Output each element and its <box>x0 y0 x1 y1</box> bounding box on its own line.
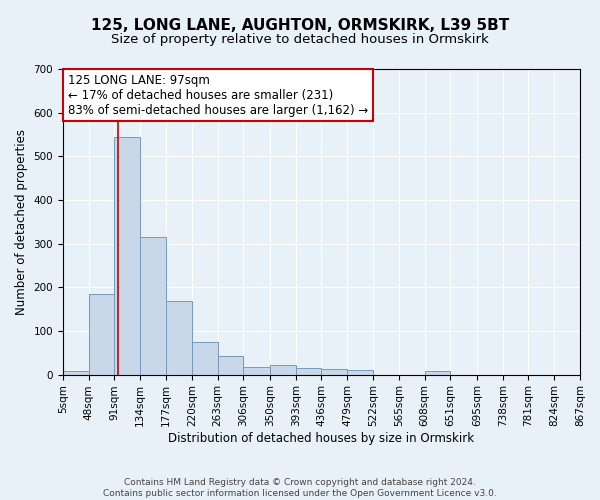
Bar <box>296 368 322 374</box>
Bar <box>63 371 89 374</box>
Bar <box>322 370 347 374</box>
Text: 125, LONG LANE, AUGHTON, ORMSKIRK, L39 5BT: 125, LONG LANE, AUGHTON, ORMSKIRK, L39 5… <box>91 18 509 32</box>
Bar <box>89 294 115 374</box>
X-axis label: Distribution of detached houses by size in Ormskirk: Distribution of detached houses by size … <box>169 432 475 445</box>
Bar <box>115 136 140 374</box>
Y-axis label: Number of detached properties: Number of detached properties <box>15 129 28 315</box>
Bar <box>270 365 296 374</box>
Text: 125 LONG LANE: 97sqm
← 17% of detached houses are smaller (231)
83% of semi-deta: 125 LONG LANE: 97sqm ← 17% of detached h… <box>68 74 368 116</box>
Bar <box>425 371 451 374</box>
Bar <box>347 370 373 374</box>
Bar <box>192 342 218 374</box>
Text: Contains HM Land Registry data © Crown copyright and database right 2024.
Contai: Contains HM Land Registry data © Crown c… <box>103 478 497 498</box>
Bar <box>218 356 244 374</box>
Bar <box>244 366 270 374</box>
Bar <box>166 302 192 374</box>
Text: Size of property relative to detached houses in Ormskirk: Size of property relative to detached ho… <box>111 32 489 46</box>
Bar <box>140 237 166 374</box>
